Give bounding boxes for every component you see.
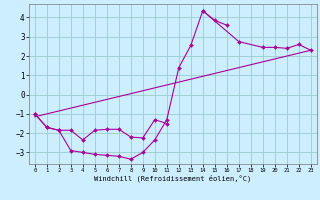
X-axis label: Windchill (Refroidissement éolien,°C): Windchill (Refroidissement éolien,°C) xyxy=(94,175,252,182)
